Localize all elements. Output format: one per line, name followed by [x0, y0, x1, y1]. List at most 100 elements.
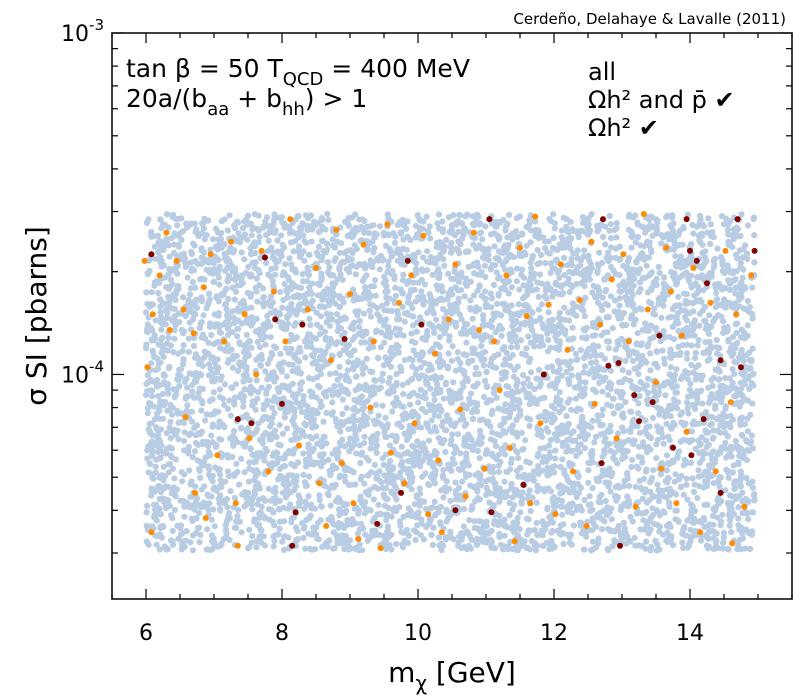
- point-all: [163, 314, 171, 322]
- point-all: [517, 543, 524, 550]
- point-all: [157, 216, 164, 223]
- point-all: [235, 507, 242, 514]
- point-all: [229, 284, 236, 291]
- point-all: [550, 211, 557, 218]
- point-all: [189, 388, 196, 395]
- point-all: [714, 245, 721, 252]
- point-all: [431, 498, 438, 505]
- point-all: [645, 396, 652, 403]
- point-all: [365, 291, 372, 298]
- point-all: [440, 418, 447, 425]
- point-all: [520, 282, 527, 289]
- point-all: [267, 273, 274, 280]
- point-all: [288, 261, 295, 268]
- point-all: [526, 459, 534, 467]
- point-all: [738, 211, 745, 218]
- point-all: [343, 344, 351, 351]
- point-all: [400, 403, 407, 410]
- point-all: [489, 450, 496, 457]
- point-all: [222, 478, 229, 485]
- point-all: [396, 518, 404, 525]
- point-all: [470, 292, 478, 299]
- point-all: [212, 441, 219, 448]
- point-all: [565, 336, 572, 343]
- point-all: [276, 506, 283, 513]
- point-all: [695, 287, 702, 294]
- point-all: [336, 350, 343, 358]
- point-all: [500, 546, 507, 553]
- point-all: [722, 439, 729, 446]
- point-all: [669, 231, 676, 238]
- point-all: [357, 520, 365, 527]
- point-all: [168, 342, 175, 349]
- point-all: [530, 395, 537, 402]
- point-all: [665, 379, 672, 386]
- point-all: [404, 436, 411, 444]
- point-all: [558, 503, 565, 510]
- point-all: [736, 291, 744, 298]
- point-all: [323, 310, 330, 317]
- point-all: [731, 370, 738, 377]
- point-all: [722, 487, 729, 494]
- point-all: [288, 472, 295, 479]
- point-all: [191, 310, 198, 317]
- point-all: [548, 402, 556, 410]
- point-all: [420, 254, 427, 261]
- point-all: [661, 509, 668, 516]
- point-all: [628, 464, 635, 471]
- point-all: [574, 255, 581, 262]
- point-all: [270, 509, 277, 516]
- point-all: [689, 475, 696, 482]
- point-all: [629, 456, 636, 463]
- point-all: [708, 269, 716, 276]
- point-all: [380, 461, 387, 469]
- point-all: [297, 386, 304, 393]
- point-all: [217, 345, 224, 352]
- point-all: [639, 495, 646, 502]
- point-all: [360, 412, 368, 419]
- point-all: [460, 523, 467, 530]
- point-all: [324, 210, 331, 218]
- point-all: [269, 404, 276, 411]
- point-all: [526, 487, 533, 494]
- point-all: [382, 278, 389, 285]
- point-all: [744, 322, 751, 329]
- point-all: [428, 417, 435, 424]
- point-all: [563, 223, 570, 230]
- point-all: [716, 345, 723, 352]
- point-all: [604, 442, 611, 449]
- point-all: [318, 463, 325, 470]
- point-all: [382, 242, 390, 249]
- point-all: [744, 415, 751, 422]
- point-all: [659, 347, 666, 354]
- point-all: [292, 230, 299, 237]
- point-all: [555, 496, 562, 504]
- point-all: [481, 262, 488, 269]
- point-all: [263, 401, 270, 408]
- point-all: [561, 304, 568, 311]
- point-all: [495, 468, 502, 475]
- point-all: [703, 542, 710, 549]
- point-all: [487, 423, 494, 430]
- point-all: [154, 249, 162, 256]
- point-all: [467, 306, 474, 313]
- point-all: [251, 490, 258, 498]
- point-all: [424, 422, 431, 429]
- point-all: [684, 405, 691, 412]
- point-all: [432, 373, 439, 380]
- point-all: [506, 211, 513, 218]
- point-all: [486, 499, 493, 506]
- point-all: [408, 338, 416, 345]
- point-all: [217, 507, 224, 514]
- point-all: [327, 286, 334, 293]
- point-all: [156, 505, 163, 512]
- point-all: [565, 275, 572, 282]
- point-all: [195, 394, 202, 401]
- point-all: [603, 287, 610, 294]
- point-all: [244, 425, 251, 432]
- point-all: [586, 276, 594, 283]
- point-all: [198, 319, 205, 326]
- point-all: [710, 521, 717, 528]
- point-all: [667, 346, 674, 353]
- point-all: [604, 338, 611, 345]
